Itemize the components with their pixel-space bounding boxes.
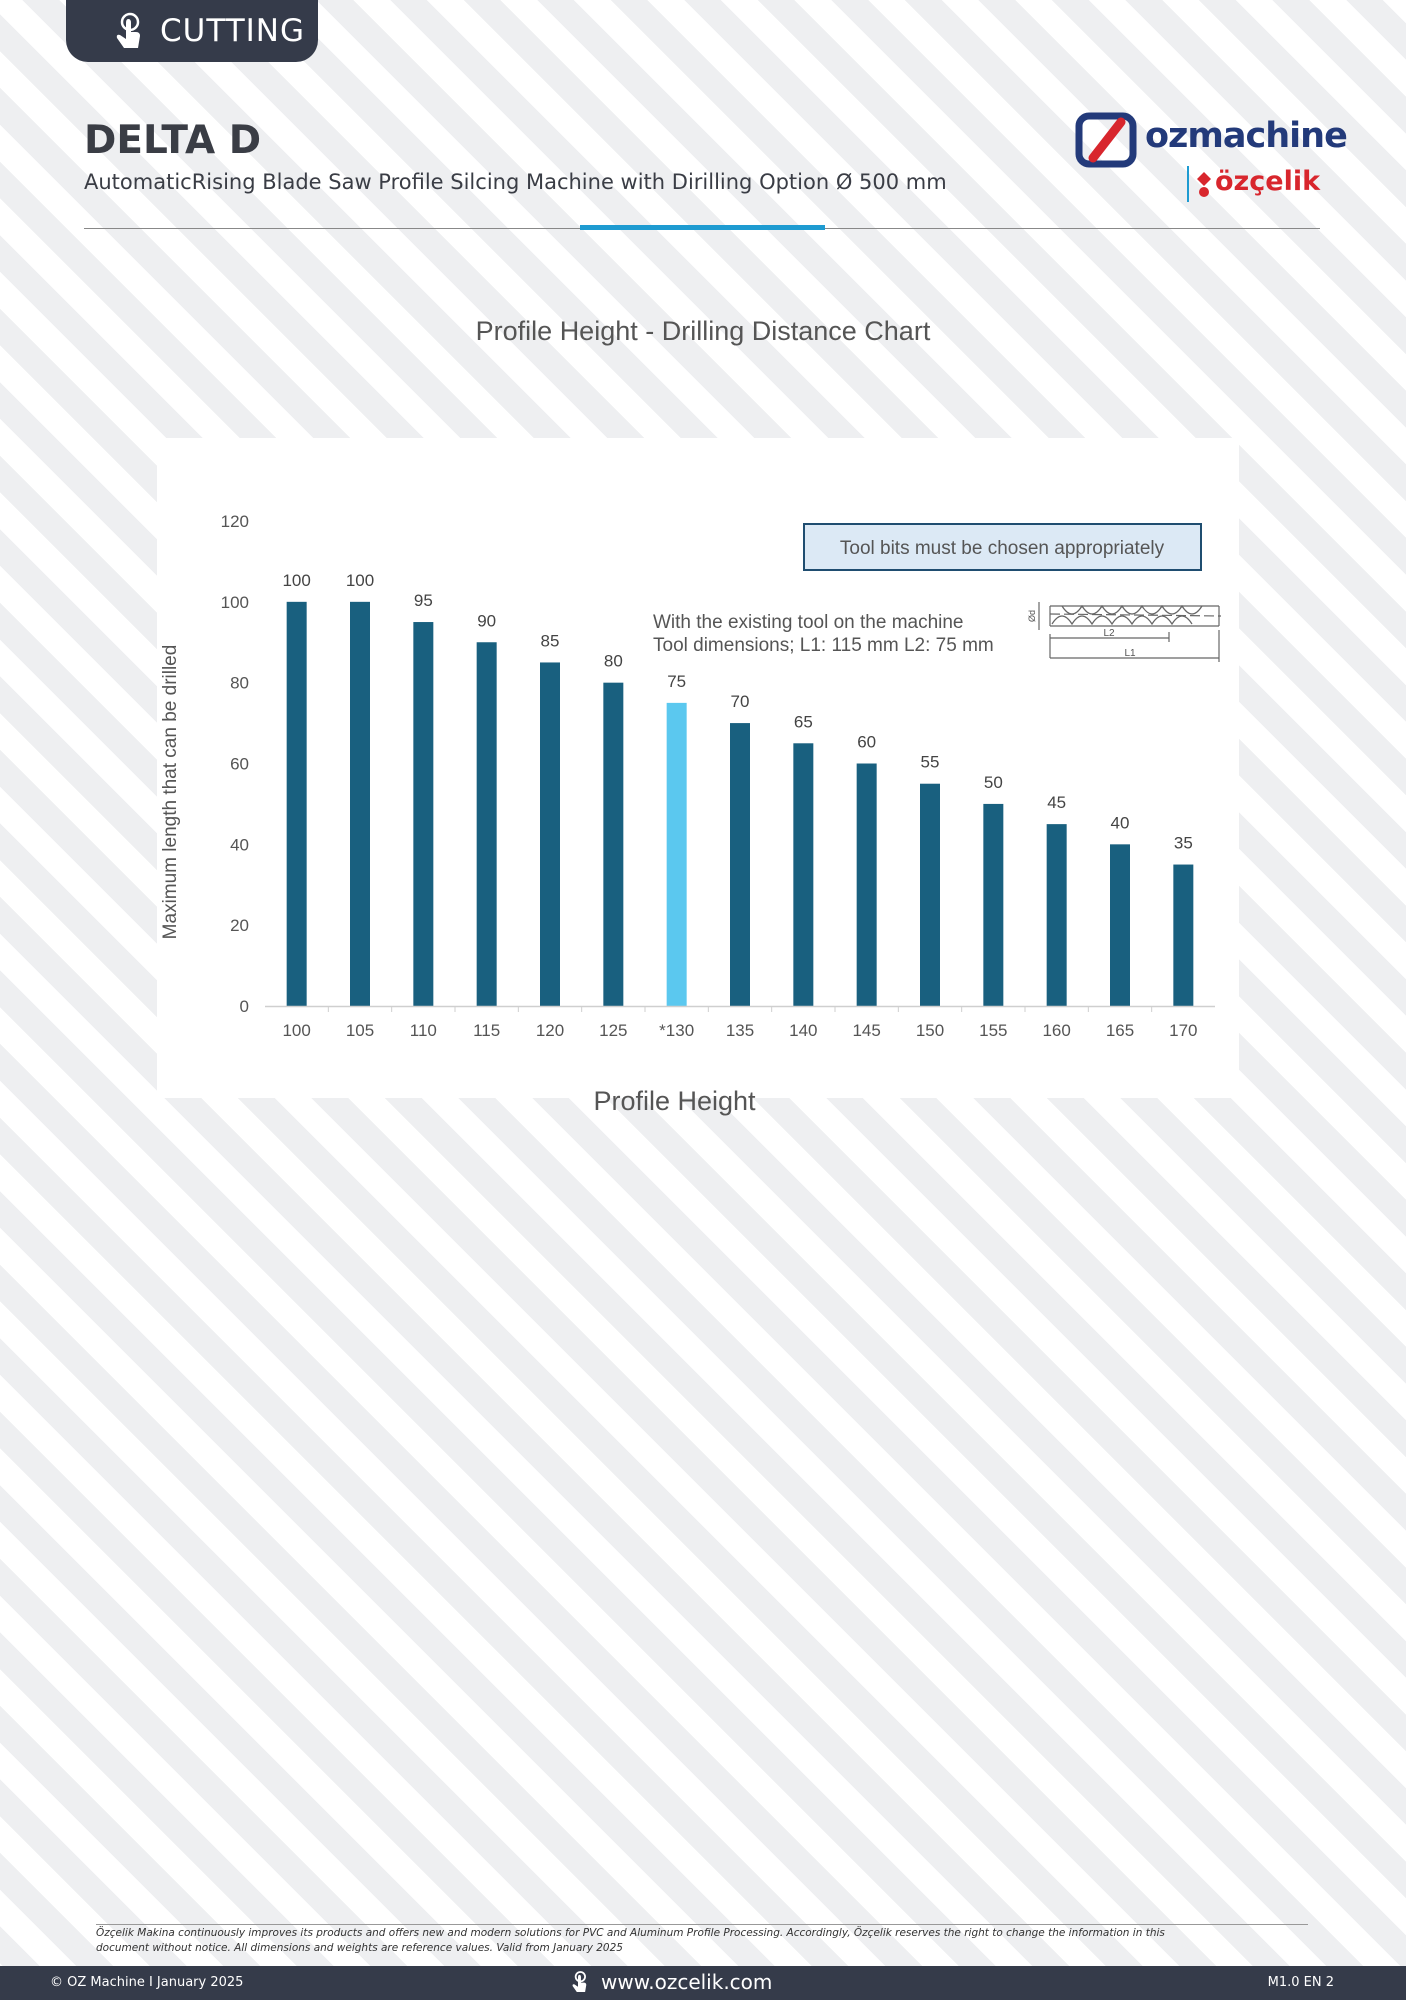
bar-value-label: 75 — [667, 672, 686, 691]
bar-chart: 0 20 40 60 80 100 120 100 100 95 90 85 80 75 70 65 60 55… — [160, 512, 1222, 1040]
category-label: CUTTING — [160, 13, 306, 49]
bar — [856, 763, 877, 1006]
bar — [286, 601, 307, 1006]
bar-value-label: 35 — [1174, 834, 1193, 853]
bar-value-label: 90 — [477, 611, 496, 630]
bar — [1110, 844, 1130, 1006]
bar — [413, 622, 434, 1006]
x-axis-title: Profile Height — [593, 1086, 756, 1116]
x-tick-label: 120 — [536, 1021, 564, 1040]
x-tick-label: 115 — [473, 1021, 500, 1040]
bar-value-label: 100 — [282, 571, 310, 590]
y-tick-label: 100 — [221, 593, 249, 612]
x-tick-label: 145 — [852, 1021, 880, 1040]
bar — [983, 803, 1004, 1006]
hand-pointer-icon — [572, 1971, 587, 1993]
bar-value-label: 85 — [541, 631, 560, 650]
annotation-line-1: With the existing tool on the machine — [653, 612, 964, 633]
x-tick-label: 100 — [282, 1021, 310, 1040]
x-tick-label: *130 — [659, 1021, 694, 1040]
bar-value-label: 65 — [794, 712, 813, 731]
x-tick-label: 105 — [346, 1021, 374, 1040]
x-tick-label: 170 — [1169, 1021, 1197, 1040]
annotation-line-2: Tool dimensions; L1: 115 mm L2: 75 mm — [653, 635, 994, 656]
bar-value-label: 80 — [604, 652, 623, 671]
chart-panel: 0 20 40 60 80 100 120 100 100 95 90 85 80 75 70 65 60 55… — [157, 438, 1239, 1098]
footer-disclaimer: Özçelik Makina continuously improves its… — [96, 1927, 1165, 1954]
footer-divider — [96, 1924, 1308, 1925]
bar — [1173, 864, 1194, 1006]
bar — [730, 723, 750, 1006]
bar-value-label: 100 — [346, 571, 374, 590]
footer-website[interactable]: www.ozcelik.com — [565, 1969, 772, 1995]
bar — [793, 743, 814, 1006]
page-title: DELTA D — [84, 118, 262, 163]
bar — [350, 601, 370, 1006]
y-tick-label: 20 — [230, 916, 249, 935]
chart-title: Profile Height - Drilling Distance Chart — [475, 316, 931, 346]
tool-label-l2: L2 — [1103, 628, 1115, 639]
bar — [920, 783, 940, 1006]
bar-value-label: 95 — [414, 591, 433, 610]
hand-pointer-icon — [116, 12, 140, 48]
x-tick-label: 110 — [410, 1021, 437, 1040]
ozmachine-logo-icon — [1075, 112, 1137, 168]
y-tick-label: 120 — [221, 512, 249, 531]
footer-bar: © OZ Machine I January 2025 www.ozcelik.… — [0, 1966, 1406, 2000]
tool-label-d: Ød — [1027, 610, 1037, 622]
footer-version: M1.0 EN 2 — [1267, 1975, 1334, 1990]
header-divider-accent — [580, 225, 825, 230]
category-tab: CUTTING — [66, 0, 318, 62]
bar — [476, 642, 497, 1006]
bar-value-label: 45 — [1047, 793, 1066, 812]
bar — [540, 662, 560, 1006]
logo-divider — [1187, 166, 1189, 202]
note-box-text: Tool bits must be chosen appropriately — [840, 538, 1165, 559]
y-tick-label: 40 — [230, 835, 249, 854]
y-axis-title: Maximum length that can be drilled — [160, 645, 181, 940]
y-tick-label: 80 — [230, 674, 249, 693]
x-tick-label: 155 — [979, 1021, 1007, 1040]
sub-brand-name: özçelik — [1215, 166, 1321, 197]
y-tick-label: 60 — [230, 755, 249, 774]
footer-copyright: © OZ Machine I January 2025 — [50, 1975, 244, 1990]
bar — [603, 682, 624, 1006]
x-tick-label: 165 — [1106, 1021, 1134, 1040]
page-subtitle: AutomaticRising Blade Saw Profile Silcin… — [84, 170, 947, 194]
tool-label-l1: L1 — [1124, 648, 1136, 659]
x-tick-label: 150 — [916, 1021, 944, 1040]
bar-value-label: 70 — [731, 692, 750, 711]
x-tick-label: 140 — [789, 1021, 817, 1040]
note-box — [803, 523, 1202, 571]
footer-website-link[interactable]: www.ozcelik.com — [601, 1970, 773, 1994]
brand-name: ozmachine — [1145, 116, 1348, 156]
x-tick-label: 125 — [599, 1021, 627, 1040]
drill-bit-diagram — [1038, 602, 1222, 662]
bar — [1046, 824, 1067, 1006]
brand-logo: ozmachine özçelik — [1075, 112, 1348, 212]
bar — [666, 702, 687, 1006]
bar-value-label: 60 — [857, 733, 876, 752]
x-tick-label: 135 — [726, 1021, 754, 1040]
bar-value-label: 40 — [1111, 813, 1130, 832]
ozcelik-logo-icon — [1197, 172, 1211, 197]
bar-value-label: 55 — [921, 753, 940, 772]
bar-value-label: 50 — [984, 773, 1003, 792]
y-tick-label: 0 — [240, 997, 249, 1016]
x-tick-label: 160 — [1042, 1021, 1070, 1040]
